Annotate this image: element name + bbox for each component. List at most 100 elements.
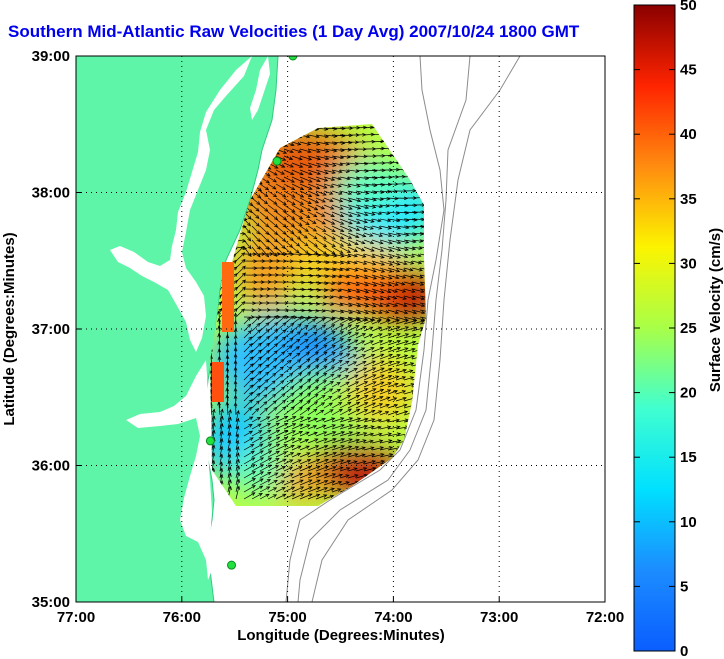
velocity-arrow [363, 288, 377, 294]
velocity-arrow [291, 162, 303, 168]
velocity-arrow [259, 386, 268, 395]
velocity-arrow [315, 324, 326, 332]
velocity-arrow-head [363, 409, 369, 413]
velocity-arrow-head [373, 168, 378, 173]
velocity-arrow-head [354, 147, 359, 152]
velocity-arrow [371, 183, 385, 186]
velocity-arrow [291, 211, 303, 219]
velocity-arrow [347, 267, 358, 271]
velocity-arrow [371, 239, 384, 244]
velocity-arrow-head [217, 356, 222, 361]
velocity-arrow-head [321, 213, 326, 217]
velocity-arrow [323, 366, 335, 374]
velocity-arrow-head [364, 402, 369, 406]
velocity-arrow [339, 302, 353, 307]
velocity-arrow [291, 246, 300, 254]
velocity-arrow [275, 211, 287, 220]
velocity-arrow [419, 281, 426, 285]
velocity-arrow-head [289, 379, 294, 384]
velocity-arrow-head [248, 343, 253, 348]
velocity-arrow-head [281, 393, 286, 397]
velocity-arrow-head [346, 346, 351, 350]
velocity-arrow [251, 478, 264, 486]
velocity-arrow-head [330, 184, 335, 188]
velocity-arrow-head [348, 438, 353, 442]
velocity-arrow-head [249, 356, 254, 361]
velocity-arrow [347, 381, 359, 388]
velocity-arrow-head [249, 391, 254, 396]
velocity-arrow [355, 246, 365, 252]
velocity-arrow [210, 389, 213, 402]
velocity-arrow [371, 260, 385, 266]
velocity-arrow [299, 325, 309, 332]
velocity-arrow-head [220, 415, 224, 420]
velocity-arrow [371, 197, 384, 200]
velocity-arrow-head [356, 417, 362, 421]
velocity-arrow [259, 416, 270, 423]
velocity-arrow-head [356, 176, 361, 181]
velocity-arrow [355, 295, 369, 300]
velocity-arrow [323, 331, 336, 339]
velocity-arrow-head [264, 379, 269, 383]
velocity-arrow-head [290, 322, 295, 327]
velocity-arrow-head [331, 170, 336, 174]
velocity-arrow-head [236, 465, 240, 470]
velocity-arrow [307, 211, 317, 217]
y-tick-label: 37:00 [32, 321, 70, 338]
velocity-arrow-head [388, 339, 393, 344]
velocity-arrow [347, 253, 358, 257]
velocity-arrow-head [235, 425, 240, 430]
velocity-arrow-head [380, 374, 385, 378]
velocity-arrow-head [225, 394, 230, 399]
velocity-arrow [347, 432, 360, 437]
velocity-arrow [379, 246, 393, 252]
velocity-arrow [259, 204, 269, 212]
velocity-arrow [323, 169, 336, 174]
velocity-arrow-head [315, 365, 320, 369]
velocity-arrow-head [340, 228, 345, 232]
velocity-arrow [275, 176, 285, 183]
velocity-arrow [363, 302, 376, 307]
velocity-arrow-head [371, 402, 377, 406]
velocity-arrow-head [362, 460, 367, 464]
velocity-arrow-head [380, 453, 385, 457]
velocity-arrow [275, 197, 287, 205]
velocity-arrow-head [264, 386, 269, 391]
velocity-arrow-head [370, 219, 375, 223]
velocity-arrow-head [257, 335, 262, 340]
velocity-arrow [331, 467, 344, 472]
velocity-arrow-head [379, 340, 384, 344]
velocity-arrow-head [266, 349, 271, 354]
velocity-arrow [251, 197, 261, 205]
velocity-arrow-head [276, 443, 281, 448]
velocity-arrow [243, 232, 251, 242]
velocity-arrow-head [241, 293, 246, 298]
velocity-arrow [235, 418, 239, 430]
velocity-arrow [315, 295, 327, 298]
velocity-arrow-head [353, 154, 359, 159]
velocity-arrow [235, 426, 239, 437]
velocity-arrow [307, 316, 318, 319]
velocity-arrow [267, 494, 277, 500]
velocity-arrow [379, 433, 392, 437]
velocity-arrow [347, 288, 360, 293]
velocity-arrow-head [247, 316, 252, 321]
velocity-arrow [235, 410, 239, 423]
velocity-arrow [227, 448, 231, 458]
velocity-arrow [363, 169, 377, 172]
velocity-arrow-head [273, 357, 278, 362]
velocity-arrow-head [396, 425, 401, 430]
velocity-arrow [299, 424, 310, 430]
velocity-arrow [251, 204, 260, 212]
velocity-arrow-head [276, 436, 281, 441]
velocity-arrow [387, 397, 397, 402]
velocity-arrow-head [248, 423, 253, 428]
velocity-arrow [315, 424, 326, 430]
velocity-arrow-head [281, 351, 286, 356]
velocity-arrow-head [393, 404, 399, 408]
velocity-arrow [355, 260, 367, 265]
velocity-arrow [331, 345, 344, 353]
velocity-arrow [347, 347, 358, 353]
velocity-arrow [307, 183, 320, 189]
velocity-arrow-head [385, 403, 390, 408]
